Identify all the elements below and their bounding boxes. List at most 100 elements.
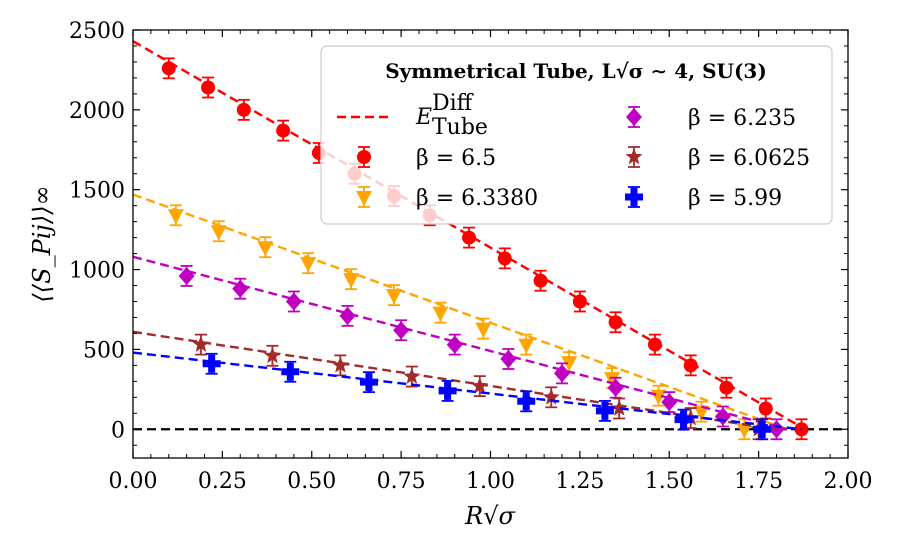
data-point <box>683 358 698 373</box>
data-point <box>331 356 349 373</box>
data-point <box>201 80 216 95</box>
legend-title: Symmetrical Tube, L√σ ∼ 4, SU(3) <box>385 59 767 83</box>
data-point <box>403 367 421 384</box>
data-point <box>202 354 221 373</box>
x-tick-label: 1.00 <box>466 469 515 494</box>
series-0 <box>132 40 809 441</box>
data-point <box>300 257 317 273</box>
data-point <box>604 372 621 388</box>
data-point <box>661 393 678 412</box>
data-point <box>232 279 249 298</box>
data-point <box>263 346 281 364</box>
legend-entry-1: β = 6.3380 <box>356 186 538 211</box>
legend-fit-sub: Tube <box>432 115 488 140</box>
legend-entry-3: β = 6.0625 <box>625 146 810 171</box>
x-tick-label: 1.75 <box>734 469 783 494</box>
x-tick-label: 0.00 <box>109 469 158 494</box>
axes: 0.00 0.25 0.50 0.75 1.00 1.25 1.50 1.75 2.00 0 500… <box>69 19 872 494</box>
x-tick-label: 2.00 <box>824 469 873 494</box>
data-point <box>236 102 251 117</box>
data-point <box>736 423 753 439</box>
data-point <box>561 356 578 372</box>
data-point <box>446 335 463 354</box>
data-point <box>517 392 536 411</box>
legend-label: β = 6.5 <box>416 146 496 171</box>
data-point <box>758 401 773 416</box>
series-2 <box>132 255 788 441</box>
data-point <box>608 315 623 330</box>
data-point <box>281 362 300 381</box>
data-point <box>343 273 360 289</box>
data-point <box>497 251 512 266</box>
data-point <box>285 292 302 311</box>
legend-marker <box>357 150 371 164</box>
data-point <box>178 266 195 285</box>
data-point <box>393 321 410 340</box>
legend-entry-2: β = 6.235 <box>626 106 796 131</box>
data-point <box>161 61 176 76</box>
x-tick-label: 1.25 <box>555 469 604 494</box>
y-axis-label: ⟨⟨S_Pij⟩⟩∞ <box>28 185 56 302</box>
data-point <box>719 380 734 395</box>
data-point <box>542 388 560 405</box>
data-point <box>693 405 710 421</box>
y-tick-label: 1000 <box>69 259 125 284</box>
data-point <box>359 373 378 392</box>
y-tick-label: 1500 <box>69 179 125 204</box>
legend-entry-4: β = 5.99 <box>625 186 782 211</box>
legend-label: β = 6.3380 <box>416 186 538 211</box>
x-tick-label: 1.50 <box>645 469 694 494</box>
data-point <box>595 401 614 420</box>
x-axis-label: R√σ <box>464 502 515 530</box>
legend-marker <box>625 188 643 206</box>
legend: Symmetrical Tube, L√σ ∼ 4, SU(3) EDiffTu… <box>320 45 833 225</box>
legend-label: β = 6.235 <box>688 106 796 131</box>
y-tick-label: 2000 <box>69 99 125 124</box>
data-point <box>192 335 210 352</box>
legend-label: β = 5.99 <box>688 186 782 211</box>
data-point <box>210 225 227 241</box>
data-point <box>257 241 274 257</box>
legend-fit-label: E <box>415 105 432 130</box>
series-1 <box>132 193 788 441</box>
data-point <box>674 410 693 429</box>
data-point <box>167 209 184 225</box>
data-point <box>607 378 624 397</box>
legend-marker <box>356 191 372 206</box>
fit-line-3 <box>132 330 777 431</box>
data-point <box>438 381 457 400</box>
legend-marker <box>625 148 643 165</box>
data-point <box>471 377 489 394</box>
legend-label: β = 6.0625 <box>688 146 810 171</box>
data-point <box>554 364 570 383</box>
data-point <box>475 322 492 338</box>
x-tick-label: 0.25 <box>198 469 247 494</box>
data-point <box>339 306 356 325</box>
series-4 <box>132 351 802 441</box>
fit-line-1 <box>132 193 788 431</box>
data-point <box>518 338 535 354</box>
data-point <box>276 123 291 138</box>
data-point <box>572 294 587 309</box>
y-tick-label: 0 <box>111 418 125 443</box>
y-tick-label: 2500 <box>69 19 125 44</box>
plot-content <box>132 40 848 441</box>
y-tick-label: 500 <box>83 338 125 363</box>
legend-box <box>320 45 833 225</box>
data-point <box>610 399 628 416</box>
data-point <box>533 273 548 288</box>
data-point <box>753 420 772 439</box>
data-point <box>500 349 517 368</box>
x-tick-label: 0.50 <box>287 469 336 494</box>
data-point <box>385 289 402 305</box>
legend-fit-sup: Diff <box>432 91 474 116</box>
data-point <box>432 306 449 322</box>
data-point <box>647 337 662 352</box>
legend-entry-0: β = 6.5 <box>357 146 496 171</box>
x-tick-label: 0.75 <box>377 469 426 494</box>
legend-marker <box>626 108 642 126</box>
data-point <box>462 230 477 245</box>
